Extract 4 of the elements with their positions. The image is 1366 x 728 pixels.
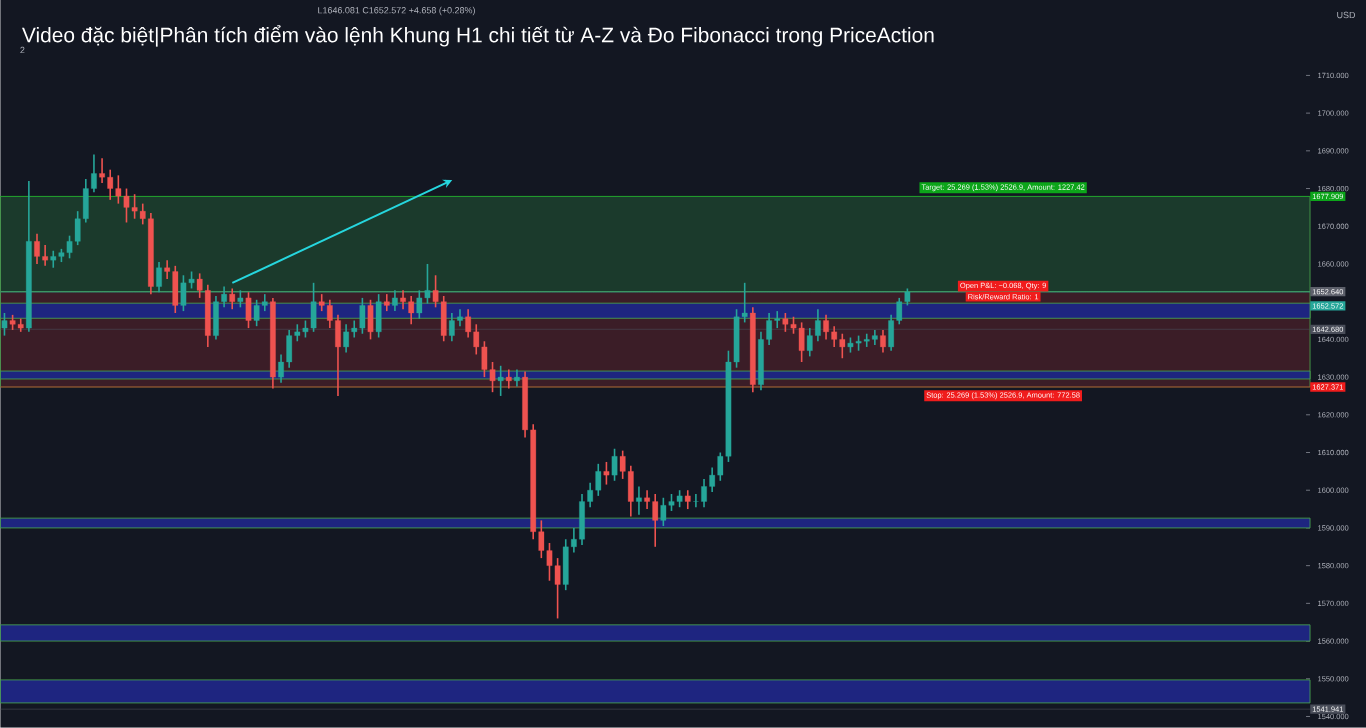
text: USD xyxy=(1337,11,1356,19)
text: Video đặc biệt|Phân tích điểm vào lệnh Khung H1 chi tiết từ A-Z và Đo Fibonacci trong PriceAction xyxy=(22,25,934,47)
annotation: 2 xyxy=(20,46,25,54)
annotation: L1646.081 C1652.572 +4.658 (+0.28%) xyxy=(318,6,475,16)
